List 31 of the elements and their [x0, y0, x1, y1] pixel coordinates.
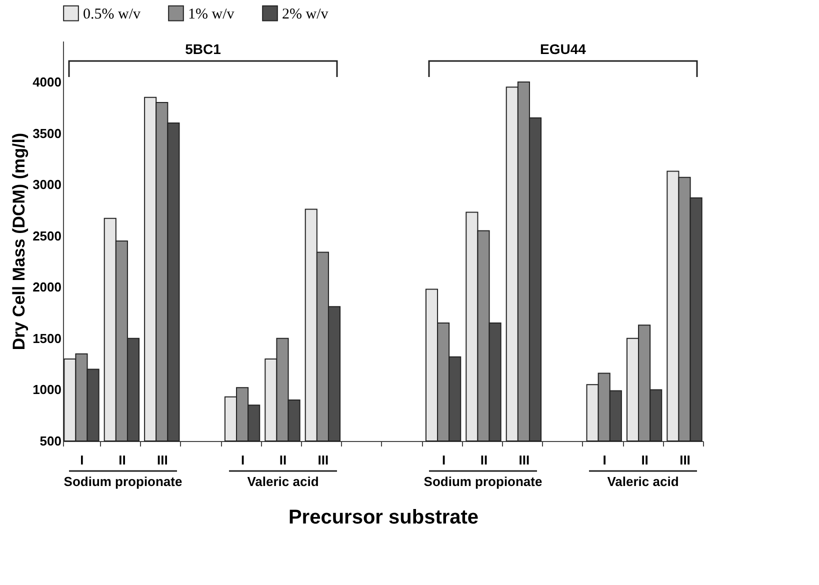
y-tick-label: 3000	[32, 177, 62, 192]
x-tick-label: I	[240, 452, 245, 468]
x-tick-label: II	[118, 452, 126, 468]
legend-label: 2% w/v	[282, 6, 329, 22]
x-axis-title: Precursor substrate	[288, 506, 479, 528]
x-tick-label: III	[518, 452, 530, 468]
x-tick-label: II	[480, 452, 488, 468]
y-tick-label: 1000	[32, 382, 62, 398]
x-tick-label: III	[156, 452, 168, 468]
text: Valeric acid	[247, 474, 319, 489]
text: Sodium propionate	[64, 474, 182, 489]
y-tick-label: 1500	[32, 330, 62, 346]
y-tick-label: 3500	[32, 126, 62, 141]
annotation: EGU44	[540, 41, 586, 57]
y-tick-label: 4000	[32, 74, 62, 90]
y-tick-label: 2500	[32, 228, 62, 244]
annotation: 5BC1	[185, 41, 222, 57]
x-tick-label: II	[279, 452, 287, 468]
x-tick-label: III	[318, 452, 329, 468]
legend-label: 1% w/v	[188, 6, 235, 22]
y-tick-label: 2000	[32, 280, 62, 295]
x-tick-label: III	[680, 452, 690, 468]
legend-label: 0.5% w/v	[83, 6, 141, 22]
x-tick-label: I	[602, 452, 606, 468]
text: Valeric acid	[607, 474, 679, 489]
x-tick-label: I	[80, 452, 84, 468]
text: Sodium propionate	[424, 474, 542, 489]
x-tick-label: II	[641, 452, 648, 468]
y-tick-label: 500	[40, 434, 62, 448]
y-axis-title: Dry Cell Mass (DCM) (mg/l)	[10, 132, 29, 350]
x-tick-label: I	[442, 452, 446, 468]
